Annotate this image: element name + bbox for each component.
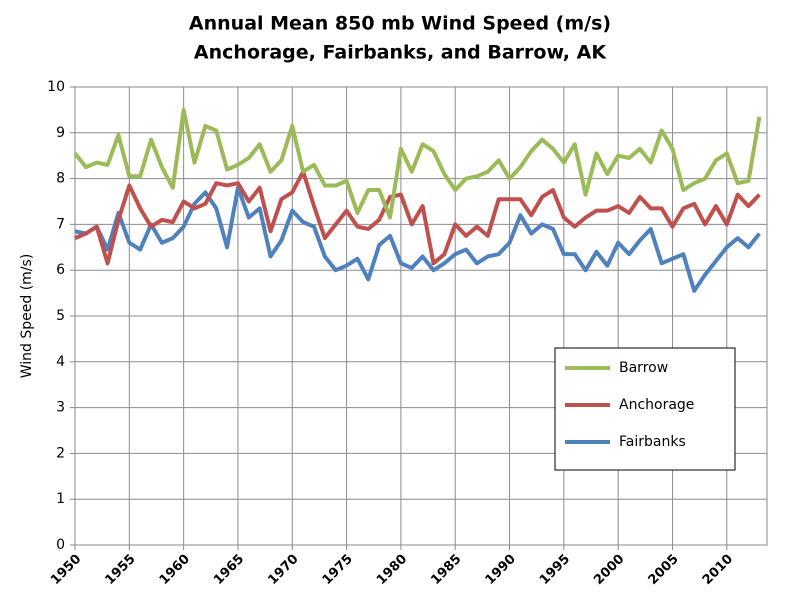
x-tick-label: 1975 bbox=[320, 552, 356, 588]
y-tick-label: 10 bbox=[47, 79, 65, 95]
legend-label: Barrow bbox=[619, 360, 668, 376]
y-tick-label: 9 bbox=[56, 125, 65, 141]
x-tick-label: 1990 bbox=[483, 552, 519, 588]
x-tick-label: 1955 bbox=[102, 552, 138, 588]
chart-subtitle: Anchorage, Fairbanks, and Barrow, AK bbox=[194, 42, 607, 64]
x-tick-label: 2000 bbox=[591, 552, 627, 588]
y-axis-label: Wind Speed (m/s) bbox=[19, 254, 35, 379]
legend: Barrow Anchorage Fairbanks bbox=[554, 347, 736, 471]
x-tick-label: 1980 bbox=[374, 552, 410, 588]
series-line bbox=[74, 169, 761, 266]
series-line bbox=[74, 185, 761, 293]
x-tick-label: 1950 bbox=[48, 552, 84, 588]
series-line bbox=[73, 107, 762, 220]
y-tick-label: 7 bbox=[56, 216, 65, 232]
legend-label: Anchorage bbox=[619, 397, 694, 413]
legend-label: Fairbanks bbox=[619, 434, 686, 450]
y-tick-label: 1 bbox=[56, 491, 65, 507]
x-tick-label: 1985 bbox=[428, 552, 464, 588]
chart-title: Annual Mean 850 mb Wind Speed (m/s) bbox=[189, 13, 611, 35]
x-tick-label: 2010 bbox=[700, 552, 736, 588]
x-tick-label: 1960 bbox=[157, 552, 193, 588]
plot-frame bbox=[74, 86, 768, 546]
y-tick-label: 3 bbox=[56, 400, 65, 416]
x-tick-label: 2005 bbox=[646, 552, 682, 588]
x-tick-label: 1965 bbox=[211, 552, 247, 588]
y-tick-label: 0 bbox=[56, 537, 65, 553]
y-tick-label: 6 bbox=[56, 262, 65, 278]
y-tick-label: 5 bbox=[56, 308, 65, 324]
y-tick-label: 8 bbox=[56, 171, 65, 187]
y-tick-label: 2 bbox=[56, 445, 65, 461]
y-tick-label: 4 bbox=[56, 354, 65, 370]
x-tick-label: 1970 bbox=[265, 552, 301, 588]
x-tick-label: 1995 bbox=[537, 552, 573, 588]
